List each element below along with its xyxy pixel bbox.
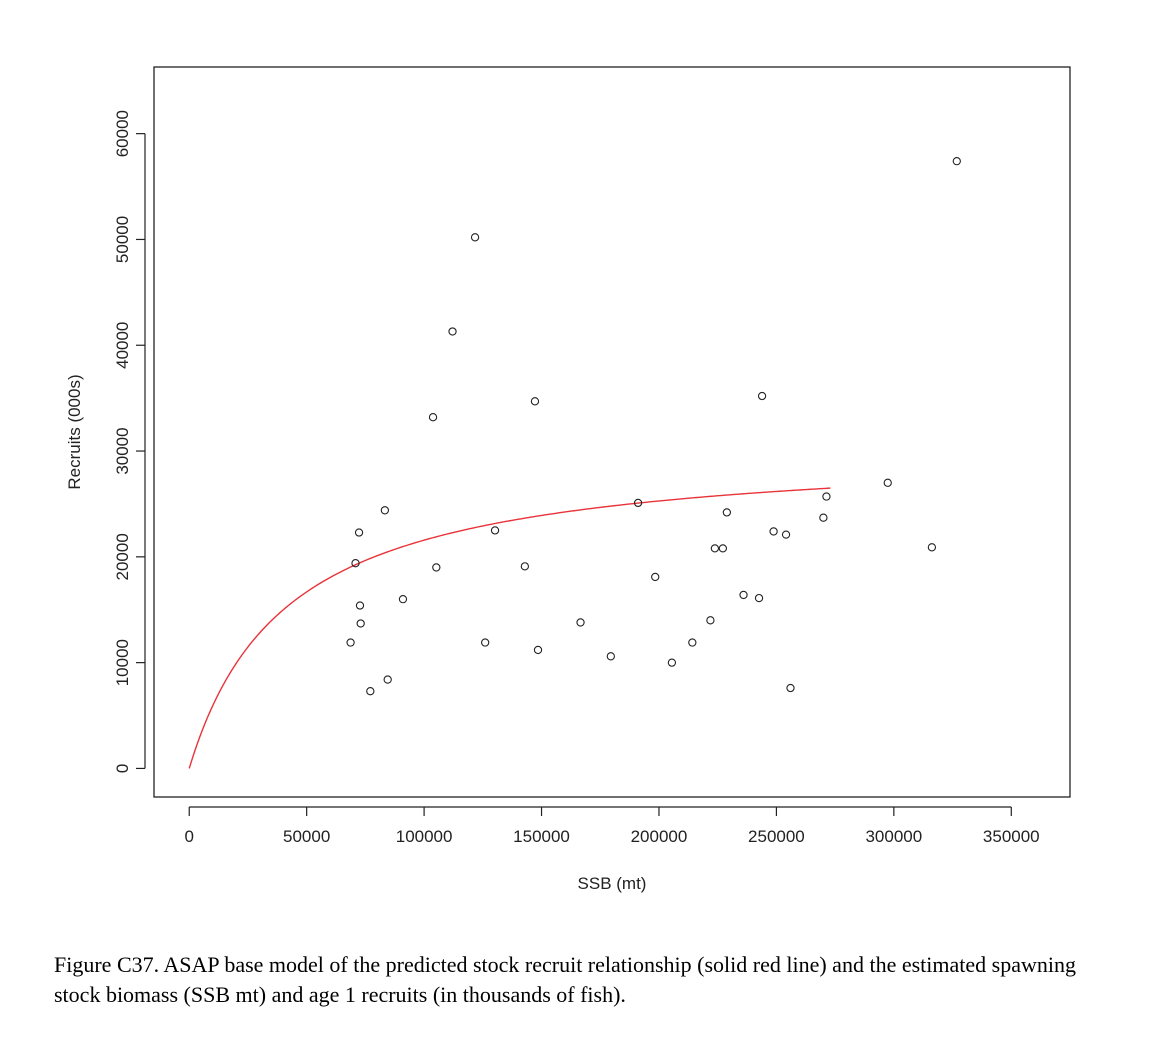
x-tick-label: 350000 bbox=[983, 827, 1040, 846]
data-point bbox=[633, 498, 643, 508]
stock-recruit-curve bbox=[188, 487, 831, 769]
curve-layer bbox=[188, 487, 831, 769]
data-point bbox=[490, 526, 500, 535]
x-tick-label: 200000 bbox=[631, 827, 688, 846]
data-point bbox=[927, 543, 937, 552]
x-tick-label: 250000 bbox=[748, 827, 805, 846]
y-tick-label: 20000 bbox=[113, 533, 132, 580]
data-point bbox=[398, 595, 408, 604]
data-point bbox=[739, 590, 748, 600]
data-point bbox=[769, 527, 778, 536]
data-point bbox=[530, 397, 540, 406]
y-tick-label: 0 bbox=[113, 764, 132, 773]
data-point bbox=[710, 544, 720, 553]
data-point bbox=[448, 327, 457, 336]
data-point bbox=[688, 638, 697, 647]
x-axis: 0 50000 100000 150000 200000 250000 300000 3500… bbox=[184, 806, 1040, 846]
data-point bbox=[667, 658, 677, 667]
data-point bbox=[822, 492, 831, 501]
data-point bbox=[722, 508, 732, 517]
data-point bbox=[757, 391, 767, 401]
y-tick-label: 30000 bbox=[113, 427, 132, 474]
data-point bbox=[356, 619, 365, 628]
data-point bbox=[520, 562, 530, 571]
data-point bbox=[366, 687, 375, 696]
data-point bbox=[606, 652, 615, 661]
data-point bbox=[754, 593, 764, 603]
x-tick-label: 0 bbox=[184, 827, 193, 846]
plot-frame bbox=[153, 66, 1071, 798]
x-tick-label: 300000 bbox=[865, 827, 922, 846]
data-point bbox=[786, 683, 795, 693]
y-tick-label: 10000 bbox=[113, 639, 132, 686]
y-axis-title: Recruits (000s) bbox=[65, 374, 84, 489]
data-point bbox=[355, 601, 365, 610]
x-tick-label: 100000 bbox=[396, 827, 453, 846]
data-point bbox=[718, 544, 728, 553]
x-tick-label: 50000 bbox=[283, 827, 330, 846]
figure-caption: Figure C37. ASAP base model of the predi… bbox=[54, 952, 1076, 1007]
data-point bbox=[346, 638, 355, 647]
data-point bbox=[533, 645, 543, 655]
y-tick-label: 60000 bbox=[113, 110, 132, 157]
data-point bbox=[819, 513, 828, 522]
data-point bbox=[470, 233, 480, 242]
data-point bbox=[428, 413, 438, 422]
data-point bbox=[781, 530, 791, 539]
data-point bbox=[354, 528, 364, 537]
points-layer bbox=[346, 157, 961, 696]
data-point bbox=[952, 157, 961, 166]
x-tick-label: 150000 bbox=[513, 827, 570, 846]
data-point bbox=[651, 572, 660, 582]
data-point bbox=[883, 478, 892, 487]
data-point bbox=[706, 616, 715, 625]
data-point bbox=[576, 618, 585, 627]
x-axis-title: SSB (mt) bbox=[578, 874, 647, 893]
data-point bbox=[380, 506, 390, 515]
data-point bbox=[351, 559, 360, 568]
y-axis: 0 10000 20000 30000 40000 50000 60000 bbox=[113, 110, 146, 773]
data-point bbox=[481, 638, 490, 647]
y-tick-label: 40000 bbox=[113, 322, 132, 369]
data-point bbox=[432, 563, 441, 572]
y-tick-label: 50000 bbox=[113, 216, 132, 263]
data-point bbox=[383, 675, 392, 684]
